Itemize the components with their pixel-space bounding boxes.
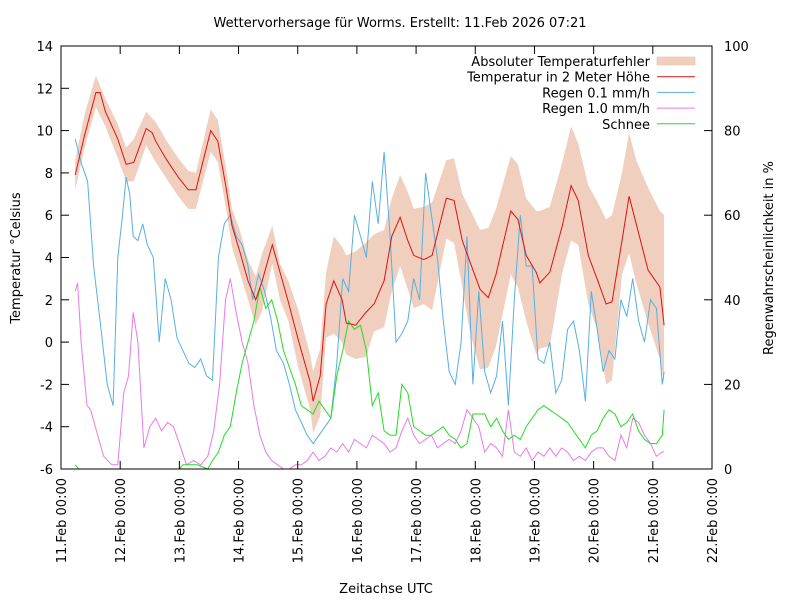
x-tick-label: 15.Feb 00:00 (292, 478, 307, 563)
x-tick-label: 20.Feb 00:00 (588, 478, 603, 563)
legend-swatch-band (656, 56, 696, 66)
x-tick-label: 12.Feb 00:00 (114, 478, 129, 563)
y-tick-label: 12 (36, 82, 53, 97)
y2-tick-label: 40 (724, 294, 741, 309)
legend-label: Regen 1.0 mm/h (542, 102, 650, 117)
y-tick-label: 4 (45, 252, 53, 267)
y2-tick-label: 80 (724, 125, 741, 140)
y-tick-label: -4 (40, 421, 53, 436)
x-tick-label: 13.Feb 00:00 (173, 478, 188, 563)
y2-tick-label: 0 (724, 463, 732, 478)
y-tick-label: 0 (45, 336, 53, 351)
snow-line (74, 286, 665, 470)
chart-title: Wettervorhersage für Worms. Erstellt: 11… (213, 16, 586, 31)
series-layer (74, 92, 665, 470)
y-tick-label: 10 (36, 125, 53, 140)
y-tick-label: 8 (45, 167, 53, 182)
x-tick-label: 14.Feb 00:00 (233, 478, 248, 563)
y2-axis-label: Regenwahrscheinlichkeit in % (762, 161, 777, 355)
y-axis-label: Temperatur °Celsius (9, 192, 24, 325)
legend-label: Regen 0.1 mm/h (542, 86, 650, 101)
y-tick-label: 14 (36, 40, 53, 55)
y2-tick-label: 20 (724, 378, 741, 393)
x-tick-label: 19.Feb 00:00 (528, 478, 543, 563)
x-tick-label: 16.Feb 00:00 (351, 478, 366, 563)
rain-0-1-line (74, 138, 665, 445)
rain-1-0-line (74, 278, 665, 470)
x-tick-label: 18.Feb 00:00 (469, 478, 484, 563)
x-axis-label: Zeitachse UTC (339, 582, 433, 597)
x-tick-label: 17.Feb 00:00 (410, 478, 425, 563)
legend-label: Absoluter Temperaturfehler (471, 55, 650, 70)
y2-tick-label: 100 (724, 40, 749, 55)
y-tick-label: 2 (45, 294, 53, 309)
y-tick-label: -2 (40, 378, 53, 393)
y-tick-label: -6 (40, 463, 53, 478)
x-tick-label: 21.Feb 00:00 (647, 478, 662, 563)
x-tick-label: 22.Feb 00:00 (706, 478, 721, 563)
x-tick-label: 11.Feb 00:00 (55, 478, 70, 563)
temperature-line (74, 92, 665, 402)
y2-tick-label: 60 (724, 209, 741, 224)
legend-label: Schnee (602, 118, 650, 133)
legend-label: Temperatur in 2 Meter Höhe (466, 71, 650, 86)
y-tick-label: 6 (45, 209, 53, 224)
